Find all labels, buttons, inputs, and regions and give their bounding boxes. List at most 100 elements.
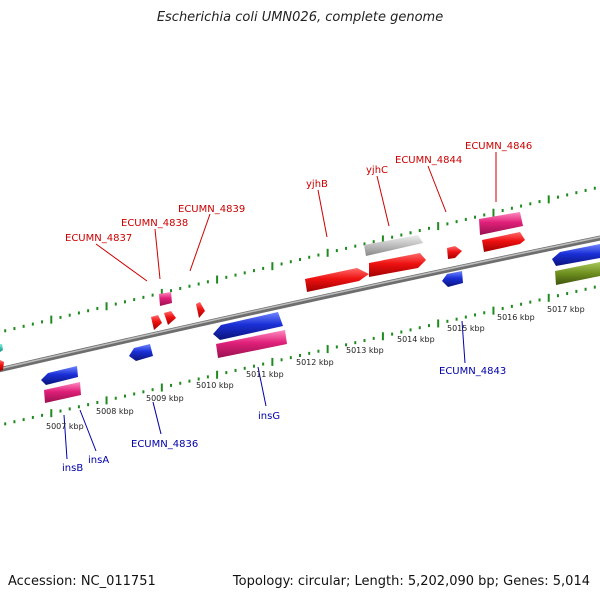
feature-yjhB[interactable] <box>305 268 369 292</box>
gene-label[interactable]: insG <box>258 411 280 422</box>
minor-tick <box>446 319 449 323</box>
minor-tick <box>13 327 16 331</box>
minor-tick <box>243 271 246 275</box>
minor-tick <box>372 336 375 340</box>
minor-tick <box>593 285 596 289</box>
minor-tick <box>538 298 541 302</box>
major-tick <box>105 396 108 405</box>
minor-tick <box>68 313 71 317</box>
minor-tick <box>345 246 348 250</box>
minor-tick <box>4 422 7 426</box>
minor-tick <box>299 258 301 261</box>
minor-tick <box>529 300 532 304</box>
minor-tick <box>474 313 477 317</box>
feature-insG-blue[interactable] <box>213 312 283 340</box>
genome-summary-text: Topology: circular; Length: 5,202,090 bp… <box>232 574 590 589</box>
feature-yjhC[interactable] <box>369 253 426 277</box>
scale-label: 5012 kbp <box>296 358 334 367</box>
minor-tick <box>22 324 25 328</box>
feature-4839[interactable] <box>196 302 205 318</box>
minor-tick <box>31 415 34 419</box>
forward-gene-labels: ECUMN_4837 ECUMN_4838 ECUMN_4839 yjhB yj… <box>65 141 532 244</box>
minor-tick <box>474 215 477 219</box>
minor-tick <box>4 329 7 333</box>
feature-right-olive[interactable] <box>555 262 600 285</box>
gene-label[interactable]: ECUMN_4846 <box>465 141 532 152</box>
minor-tick <box>252 364 255 368</box>
major-tick <box>160 383 163 392</box>
feature-yjhC-grey[interactable] <box>364 235 423 256</box>
minor-tick <box>13 420 16 424</box>
minor-tick <box>409 328 412 332</box>
gene-label[interactable]: insA <box>88 455 109 466</box>
gene-label[interactable]: ECUMN_4844 <box>395 155 462 166</box>
minor-tick <box>225 371 228 375</box>
gene-label[interactable]: ECUMN_4838 <box>121 218 188 229</box>
minor-tick <box>308 255 311 259</box>
minor-tick <box>501 209 504 212</box>
minor-tick <box>142 390 145 394</box>
scale-labels: 5007 kbp 5008 kbp 5009 kbp 5010 kbp 5011… <box>46 305 585 431</box>
feature-4843[interactable] <box>442 271 463 287</box>
minor-tick <box>556 294 559 298</box>
feature-insA-pink[interactable] <box>44 382 81 403</box>
major-tick <box>216 370 219 379</box>
scale-label: 5013 kbp <box>346 346 384 355</box>
scale-label: 5011 kbp <box>246 370 284 379</box>
minor-tick <box>234 368 237 372</box>
minor-tick <box>483 311 486 315</box>
minor-tick <box>123 394 126 398</box>
scale-label: 5014 kbp <box>397 335 435 344</box>
minor-tick <box>363 242 366 246</box>
feature-right-blue[interactable] <box>552 244 600 266</box>
gene-label[interactable]: yjhC <box>366 165 388 176</box>
minor-tick <box>289 260 292 264</box>
feature-4846-red[interactable] <box>482 232 525 252</box>
genome-backbone-highlight <box>0 236 600 370</box>
feature-4846-pink[interactable] <box>479 212 523 235</box>
reverse-tick-ring <box>4 285 596 426</box>
gene-label[interactable]: ECUMN_4836 <box>131 439 198 450</box>
minor-tick <box>206 375 209 379</box>
major-tick <box>492 208 495 217</box>
gene-label[interactable]: ECUMN_4839 <box>178 204 245 215</box>
map-title: Escherichia coli UMN026, complete genome <box>156 10 444 25</box>
minor-tick <box>96 307 99 310</box>
minor-tick <box>197 377 200 381</box>
minor-tick <box>354 244 357 248</box>
scale-label: 5007 kbp <box>46 422 84 431</box>
minor-tick <box>566 292 569 296</box>
feature-4844[interactable] <box>447 246 462 259</box>
minor-tick <box>68 407 71 411</box>
minor-tick <box>400 233 403 237</box>
forward-tick-ring <box>4 186 596 333</box>
minor-tick <box>464 315 467 319</box>
minor-tick <box>59 315 62 319</box>
minor-tick <box>142 295 145 299</box>
gene-label[interactable]: insB <box>62 463 83 474</box>
gene-label[interactable]: ECUMN_4837 <box>65 233 132 244</box>
feature-4838-b[interactable] <box>164 311 176 325</box>
minor-tick <box>114 396 117 400</box>
feature-insB-blue[interactable] <box>41 366 78 385</box>
gene-label[interactable]: yjhB <box>306 179 328 190</box>
feature-4837[interactable] <box>151 315 162 330</box>
major-tick <box>326 248 329 257</box>
scale-label: 5016 kbp <box>497 313 535 322</box>
minor-tick <box>243 366 246 370</box>
gene-label[interactable]: ECUMN_4843 <box>439 366 506 377</box>
scale-label: 5017 kbp <box>547 305 585 314</box>
minor-tick <box>418 229 421 233</box>
feature-4838-a[interactable] <box>159 292 172 306</box>
feature-4836[interactable] <box>129 344 153 361</box>
minor-tick <box>363 339 366 343</box>
minor-tick <box>335 249 338 253</box>
major-tick <box>271 262 274 271</box>
minor-tick <box>308 351 311 355</box>
minor-tick <box>289 356 292 360</box>
minor-tick <box>87 403 90 407</box>
major-tick <box>326 345 329 354</box>
minor-tick <box>280 358 283 362</box>
feature-insG-pink[interactable] <box>216 330 287 358</box>
